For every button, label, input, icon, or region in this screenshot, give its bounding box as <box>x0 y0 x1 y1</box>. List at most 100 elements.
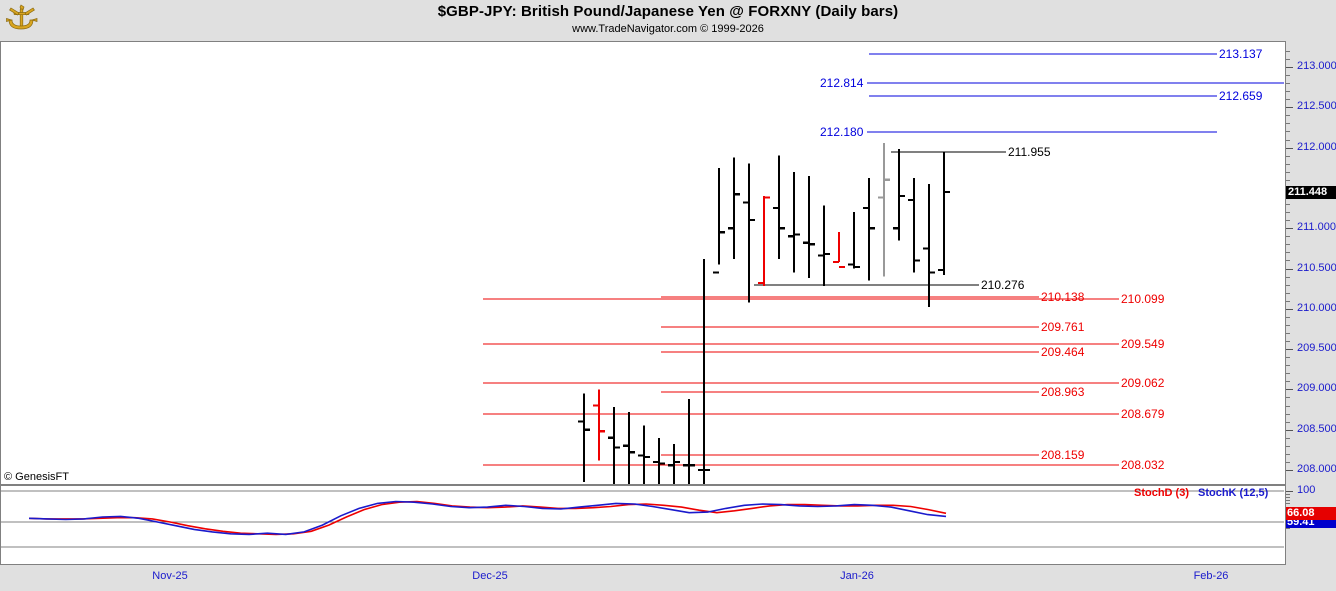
price-axis-minor-tick <box>1286 292 1290 294</box>
indicator-axis-minor-tick <box>1286 528 1290 530</box>
price-axis-minor-tick <box>1286 91 1290 93</box>
support-label: 208.679 <box>1121 407 1165 421</box>
genesis-watermark: © GenesisFT <box>4 471 69 483</box>
header-subtitle: www.TradeNavigator.com © 1999-2026 <box>572 23 764 35</box>
price-axis[interactable]: 213.000 212.500 212.000 211.000 210.500 210.0… <box>1285 41 1336 565</box>
price-axis-label: 212.000 <box>1297 140 1336 153</box>
price-chart-pane[interactable] <box>0 41 1285 485</box>
price-axis-minor-tick <box>1286 365 1290 367</box>
support-label: 210.099 <box>1121 292 1165 306</box>
legend-stochk: StochK (12,5) <box>1198 487 1269 499</box>
date-axis-label: Jan-26 <box>840 570 874 582</box>
price-axis-minor-tick <box>1286 276 1290 278</box>
price-axis-tick <box>1286 228 1293 230</box>
price-axis-tick <box>1286 268 1293 270</box>
price-axis-minor-tick <box>1286 58 1290 60</box>
price-axis-minor-tick <box>1286 75 1290 77</box>
support-label: 208.032 <box>1121 458 1165 472</box>
indicator-axis-label: 100 <box>1297 484 1316 496</box>
price-axis-label: 211.000 <box>1297 221 1336 234</box>
price-axis-minor-tick <box>1286 405 1290 407</box>
resistance-label: 212.814 <box>820 76 864 90</box>
price-axis-tick <box>1286 389 1293 391</box>
stochastic-indicator-pane[interactable] <box>0 485 1285 565</box>
price-axis-tick <box>1286 470 1293 471</box>
price-axis-minor-tick <box>1286 236 1290 238</box>
price-axis-minor-tick <box>1286 341 1290 343</box>
price-axis-label: 209.500 <box>1297 342 1336 355</box>
price-axis-minor-tick <box>1286 131 1290 133</box>
price-axis-minor-tick <box>1286 381 1290 383</box>
support-label: 209.761 <box>1041 320 1085 334</box>
indicator-axis-minor-tick <box>1286 506 1290 508</box>
price-axis-minor-tick <box>1286 115 1290 117</box>
resistance-label: 212.659 <box>1219 89 1263 103</box>
price-axis-minor-tick <box>1286 50 1290 52</box>
price-axis-minor-tick <box>1286 139 1290 141</box>
chart-header: $GBP-JPY: British Pound/Japanese Yen @ F… <box>0 0 1336 40</box>
price-axis-minor-tick <box>1286 179 1290 181</box>
price-axis-minor-tick <box>1286 332 1290 334</box>
price-axis-tick <box>1286 67 1293 68</box>
price-axis-minor-tick <box>1286 212 1290 214</box>
price-axis-minor-tick <box>1286 204 1290 206</box>
price-axis-minor-tick <box>1286 357 1290 359</box>
price-axis-minor-tick <box>1286 123 1290 125</box>
price-axis-minor-tick <box>1286 252 1290 254</box>
page-title: $GBP-JPY: British Pound/Japanese Yen @ F… <box>437 3 899 20</box>
resistance-label: 212.180 <box>820 125 864 139</box>
price-annotation-label: 211.955 <box>1008 145 1051 159</box>
price-axis-minor-tick <box>1286 260 1290 262</box>
price-axis-minor-tick <box>1286 83 1290 85</box>
price-axis-label: 208.000 <box>1297 463 1336 475</box>
price-axis-minor-tick <box>1286 445 1290 447</box>
support-label: 209.464 <box>1041 345 1085 359</box>
support-label: 209.549 <box>1121 337 1165 351</box>
indicator-axis-minor-tick <box>1286 497 1290 499</box>
date-axis: Nov-25 Dec-25 Jan-26 Feb-26 <box>0 565 1336 591</box>
indicator-axis-minor-tick <box>1286 503 1290 505</box>
indicator-axis-minor-tick <box>1286 494 1290 496</box>
stochastic-plot-svg <box>1 490 1284 548</box>
support-label: 208.963 <box>1041 385 1085 399</box>
price-axis-tick <box>1286 107 1293 109</box>
price-axis-tick <box>1286 308 1293 310</box>
price-axis-minor-tick <box>1286 413 1290 415</box>
date-axis-label: Nov-25 <box>152 570 188 582</box>
indicator-axis-minor-tick <box>1286 500 1290 502</box>
support-label: 210.138 <box>1041 290 1085 304</box>
price-axis-minor-tick <box>1286 437 1290 439</box>
price-axis-label: 210.000 <box>1297 301 1336 314</box>
last-price-badge: 211.448 <box>1286 186 1336 200</box>
price-axis-label: 208.500 <box>1297 422 1336 435</box>
price-axis-minor-tick <box>1286 373 1290 375</box>
price-axis-minor-tick <box>1286 397 1290 399</box>
indicator-series-stochk <box>28 500 947 536</box>
date-axis-label: Dec-25 <box>472 570 508 582</box>
support-label: 209.062 <box>1121 376 1165 390</box>
price-axis-minor-tick <box>1286 300 1290 302</box>
price-axis-minor-tick <box>1286 284 1290 286</box>
legend-stochd: StochD (3) <box>1134 487 1189 499</box>
price-axis-minor-tick <box>1286 421 1290 423</box>
price-axis-tick <box>1286 147 1293 149</box>
anchor-logo-icon <box>3 2 41 35</box>
indicator-axis-tick <box>1286 491 1293 492</box>
price-axis-minor-tick <box>1286 163 1290 165</box>
stochk-value-badge: 59.41 <box>1286 517 1336 529</box>
price-axis-label: 209.000 <box>1297 382 1336 395</box>
price-axis-tick <box>1286 349 1293 351</box>
resistance-label: 213.137 <box>1219 47 1263 61</box>
price-axis-label: 212.500 <box>1297 100 1336 113</box>
price-axis-minor-tick <box>1286 316 1290 318</box>
support-label: 208.159 <box>1041 448 1085 462</box>
price-axis-label: 213.000 <box>1297 60 1336 72</box>
price-axis-minor-tick <box>1286 324 1290 326</box>
price-axis-tick <box>1286 429 1293 431</box>
price-axis-minor-tick <box>1286 244 1290 246</box>
price-axis-minor-tick <box>1286 155 1290 157</box>
price-axis-minor-tick <box>1286 99 1290 101</box>
price-axis-minor-tick <box>1286 461 1290 463</box>
price-axis-minor-tick <box>1286 453 1290 455</box>
